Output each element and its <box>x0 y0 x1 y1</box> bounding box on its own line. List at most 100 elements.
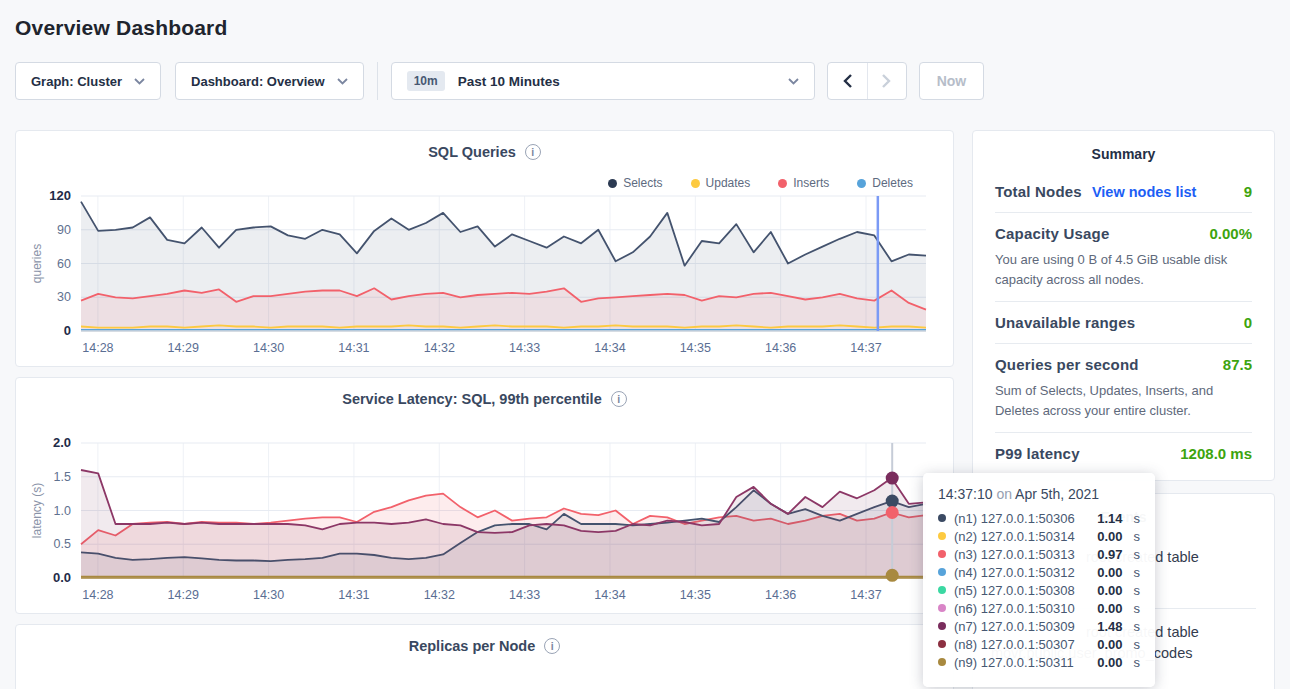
chart-title-row: SQL Queries i <box>16 144 953 160</box>
page-title: Overview Dashboard <box>15 16 1275 40</box>
svg-text:2.0: 2.0 <box>53 435 71 450</box>
tooltip-node-value: 0.00 <box>1097 655 1122 670</box>
service-latency-chart-card: Service Latency: SQL, 99th percentile i … <box>15 377 954 614</box>
now-button[interactable]: Now <box>919 62 985 100</box>
tooltip-node-value: 1.14 <box>1097 511 1122 526</box>
svg-text:14:37: 14:37 <box>850 341 881 355</box>
view-nodes-list-link[interactable]: View nodes list <box>1092 184 1197 200</box>
tooltip-row: (n6) 127.0.0.1:503100.00s <box>938 599 1140 617</box>
time-range-badge: 10m <box>407 71 445 91</box>
svg-text:90: 90 <box>57 223 71 237</box>
svg-text:14:36: 14:36 <box>765 341 796 355</box>
charts-column: SQL Queries i SelectsUpdatesInsertsDelet… <box>15 130 954 689</box>
svg-text:14:34: 14:34 <box>594 341 625 355</box>
dashboard-dropdown[interactable]: Dashboard: Overview <box>175 62 364 100</box>
toolbar-divider <box>377 62 378 100</box>
tooltip-node-value: 0.97 <box>1097 547 1122 562</box>
time-range-picker[interactable]: 10m Past 10 Minutes <box>391 62 815 100</box>
svg-text:60: 60 <box>57 257 71 271</box>
tooltip-node-value: 0.00 <box>1097 565 1122 580</box>
summary-row-head: Queries per second87.5 <box>995 356 1252 373</box>
chart-title: Replicas per Node <box>409 638 536 654</box>
summary-value: 0.00% <box>1209 225 1252 242</box>
svg-text:14:29: 14:29 <box>168 341 199 355</box>
chevron-down-icon <box>788 78 799 85</box>
chart-title: SQL Queries <box>428 144 516 160</box>
overview-dashboard-page: Overview Dashboard Graph: Cluster Dashbo… <box>0 0 1290 689</box>
svg-text:14:33: 14:33 <box>509 588 540 602</box>
tooltip-node-unit: s <box>1134 529 1141 544</box>
summary-value: 87.5 <box>1223 356 1252 373</box>
tooltip-node-label: (n3) 127.0.0.1:50313 <box>954 547 1089 562</box>
node-color-dot <box>938 658 946 666</box>
tooltip-node-unit: s <box>1134 583 1141 598</box>
time-range-label: Past 10 Minutes <box>458 74 560 89</box>
tooltip-node-value: 0.00 <box>1097 583 1122 598</box>
tooltip-time: 14:37:10 <box>938 486 993 502</box>
tooltip-on: on <box>996 486 1012 502</box>
summary-row-head: Unavailable ranges 0 <box>995 314 1252 331</box>
time-prev-button[interactable] <box>828 63 867 99</box>
tooltip-node-label: (n4) 127.0.0.1:50312 <box>954 565 1089 580</box>
svg-text:120: 120 <box>49 188 71 203</box>
summary-title: Summary <box>995 131 1252 171</box>
summary-panel: Summary Total NodesView nodes list9Capac… <box>972 130 1275 481</box>
chevron-down-icon <box>134 78 145 85</box>
info-icon[interactable]: i <box>611 391 627 407</box>
chart-title-row: Service Latency: SQL, 99th percentile i <box>16 391 953 407</box>
svg-text:0.0: 0.0 <box>53 570 71 585</box>
tooltip-node-value: 0.00 <box>1097 637 1122 652</box>
summary-label: Unavailable ranges <box>995 314 1135 331</box>
summary-label: Total Nodes <box>995 183 1082 200</box>
svg-text:1.5: 1.5 <box>54 470 71 484</box>
summary-row: P99 latency1208.0 ms <box>995 432 1252 474</box>
svg-text:14:35: 14:35 <box>680 588 711 602</box>
tooltip-node-value: 1.48 <box>1097 619 1122 634</box>
summary-value: 0 <box>1244 314 1252 331</box>
time-next-button[interactable] <box>867 63 906 99</box>
chart-hover-tooltip: 14:37:10 on Apr 5th, 2021 (n1) 127.0.0.1… <box>923 473 1155 687</box>
node-color-dot <box>938 532 946 540</box>
chevron-left-icon <box>843 74 852 88</box>
svg-text:latency (s): latency (s) <box>31 483 44 538</box>
sql-queries-chart-card: SQL Queries i SelectsUpdatesInsertsDelet… <box>15 130 954 367</box>
summary-row: Unavailable ranges 0 <box>995 301 1252 343</box>
tooltip-timestamp: 14:37:10 on Apr 5th, 2021 <box>938 486 1140 502</box>
tooltip-node-unit: s <box>1134 565 1141 580</box>
summary-row: Queries per second87.5 Sum of Selects, Up… <box>995 343 1252 432</box>
service-latency-chart[interactable]: 14:2814:2914:3014:3114:3214:3314:3414:35… <box>31 433 946 608</box>
summary-row-head: Total NodesView nodes list9 <box>995 183 1252 200</box>
dashboard-dropdown-label: Dashboard: Overview <box>191 74 325 89</box>
svg-text:14:30: 14:30 <box>253 588 284 602</box>
summary-row-head: P99 latency1208.0 ms <box>995 445 1252 462</box>
tooltip-row: (n2) 127.0.0.1:503140.00s <box>938 527 1140 545</box>
node-color-dot <box>938 586 946 594</box>
tooltip-row: (n7) 127.0.0.1:503091.48s <box>938 617 1140 635</box>
chevron-down-icon <box>337 78 348 85</box>
info-icon[interactable]: i <box>544 638 560 654</box>
tooltip-node-label: (n1) 127.0.0.1:50306 <box>954 511 1089 526</box>
tooltip-node-label: (n9) 127.0.0.1:50311 <box>954 655 1089 670</box>
info-icon[interactable]: i <box>525 144 541 160</box>
summary-subtext: Sum of Selects, Updates, Inserts, and De… <box>995 381 1252 420</box>
svg-text:0.5: 0.5 <box>54 537 71 551</box>
tooltip-node-label: (n5) 127.0.0.1:50308 <box>954 583 1089 598</box>
chart-title-row: Replicas per Node i <box>16 638 953 654</box>
tooltip-node-label: (n2) 127.0.0.1:50314 <box>954 529 1089 544</box>
svg-text:1.0: 1.0 <box>54 504 71 518</box>
sql-queries-chart[interactable]: 14:2814:2914:3014:3114:3214:3314:3414:35… <box>31 186 946 361</box>
tooltip-node-label: (n8) 127.0.0.1:50307 <box>954 637 1089 652</box>
svg-text:14:28: 14:28 <box>82 341 113 355</box>
tooltip-node-value: 0.00 <box>1097 601 1122 616</box>
svg-text:0: 0 <box>64 323 71 338</box>
summary-row: Total NodesView nodes list9 <box>995 171 1252 212</box>
graph-dropdown[interactable]: Graph: Cluster <box>15 62 161 100</box>
tooltip-row: (n3) 127.0.0.1:50313 0.97 s <box>938 545 1140 563</box>
graph-dropdown-label: Graph: Cluster <box>31 74 122 89</box>
tooltip-node-unit: s <box>1134 547 1141 562</box>
chart-title: Service Latency: SQL, 99th percentile <box>342 391 602 407</box>
node-color-dot <box>938 514 946 522</box>
node-color-dot <box>938 622 946 630</box>
tooltip-node-unit: s <box>1134 637 1141 652</box>
tooltip-node-unit: s <box>1134 511 1141 526</box>
